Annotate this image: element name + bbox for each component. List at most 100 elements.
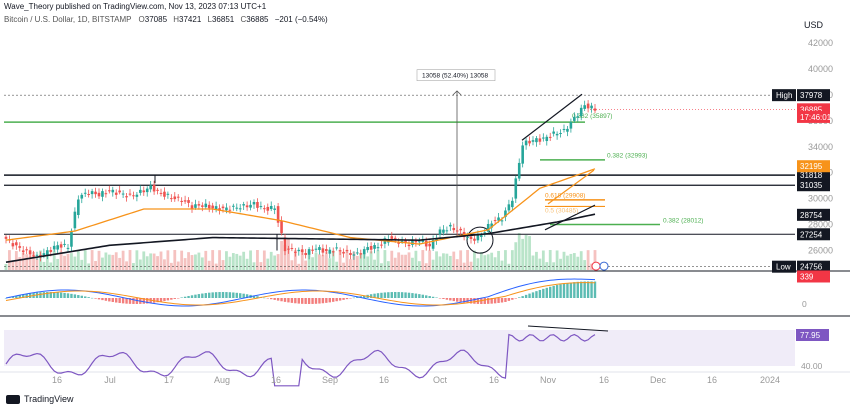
- volume-bar: [362, 253, 366, 270]
- volume-bar: [197, 252, 201, 270]
- price-tag: 27254: [800, 230, 823, 239]
- candle-body: [473, 238, 476, 241]
- macd-histogram-bar: [524, 294, 528, 298]
- time-tick: Sep: [322, 375, 338, 385]
- price-tag-bg: [797, 89, 830, 102]
- volume-bar: [18, 257, 22, 270]
- volume-bar: [163, 259, 166, 270]
- macd-histogram-bar: [90, 297, 94, 299]
- volume-bar: [338, 250, 342, 270]
- macd-histogram-bar: [118, 298, 121, 303]
- candle-body: [221, 206, 225, 209]
- macd-histogram-bar: [270, 298, 273, 300]
- candle-body: [307, 249, 311, 255]
- macd-histogram-bar: [497, 298, 500, 303]
- macd-histogram-bar: [390, 292, 393, 298]
- candle-body: [276, 206, 280, 223]
- macd-histogram-bar: [25, 293, 28, 298]
- candle-body: [228, 209, 232, 211]
- price-tag: 339: [800, 272, 814, 281]
- macd-histogram-bar: [73, 294, 77, 298]
- candle-body: [590, 105, 593, 109]
- volume-bar: [183, 258, 187, 270]
- open-label: O: [138, 15, 145, 24]
- macd-histogram-bar: [232, 292, 235, 298]
- volume-bar: [304, 260, 308, 270]
- candle-body: [201, 205, 204, 207]
- candle-body: [576, 116, 580, 118]
- candle-body: [514, 178, 518, 199]
- macd-histogram-bar: [84, 296, 87, 298]
- volume-bar: [169, 262, 173, 270]
- candle-body: [125, 196, 128, 198]
- macd-histogram-bar: [63, 292, 66, 298]
- candle-body: [73, 211, 77, 229]
- candle-body: [11, 243, 15, 247]
- volume-bar: [300, 250, 304, 270]
- volume-bar: [476, 258, 480, 270]
- volume-bar: [42, 261, 46, 270]
- macd-histogram-bar: [301, 298, 304, 304]
- macd-histogram-bar: [177, 298, 180, 299]
- macd-histogram-bar: [159, 298, 163, 302]
- macd-histogram-bar: [42, 292, 46, 298]
- macd-histogram-bar: [507, 298, 511, 301]
- candle-body: [535, 138, 538, 143]
- tradingview-logo-icon: [6, 394, 20, 404]
- candle-body: [376, 247, 380, 249]
- volume-bar: [256, 250, 259, 270]
- volume-bar: [287, 239, 290, 270]
- macd-histogram-bar: [214, 292, 218, 298]
- candle-body: [555, 133, 559, 136]
- volume-bar: [221, 260, 225, 270]
- macd-histogram-bar: [287, 298, 290, 303]
- candle-body: [390, 236, 394, 239]
- volume-bar: [352, 251, 356, 270]
- volume-bar: [59, 251, 63, 270]
- candle-body: [35, 254, 39, 256]
- footer-brand[interactable]: TradingView: [6, 394, 74, 404]
- macd-histogram-bar: [211, 292, 214, 298]
- candle-body: [335, 247, 338, 249]
- ema200-trend: [544, 204, 596, 231]
- macd-histogram-bar: [307, 298, 311, 304]
- macd-histogram-bar: [511, 298, 514, 300]
- candle-body: [407, 244, 411, 247]
- volume-bar: [462, 262, 466, 270]
- fib-label-hidden: 0.5 (30485): [545, 207, 578, 214]
- macd-histogram-bar: [239, 293, 242, 298]
- candle-body: [466, 236, 469, 238]
- macd-histogram-bar: [135, 298, 139, 304]
- macd-histogram-bar: [59, 292, 63, 298]
- candle-body: [531, 140, 535, 142]
- channel-upper: [521, 93, 583, 141]
- macd-histogram-bar: [101, 298, 104, 301]
- volume-bar: [149, 253, 153, 270]
- close-value: 36885: [246, 15, 269, 24]
- candle-body: [397, 242, 400, 244]
- candle-body: [490, 223, 493, 228]
- high-label: H: [173, 15, 180, 24]
- macd-histogram-bar: [325, 298, 328, 303]
- price-tick: 34000: [808, 142, 833, 152]
- candle-body: [500, 220, 504, 222]
- volume-bar: [145, 256, 149, 270]
- macd-histogram-bar: [128, 298, 132, 304]
- rsi-tick: 40.00: [801, 361, 823, 371]
- volume-bar: [393, 257, 397, 270]
- time-tick: Nov: [540, 375, 557, 385]
- macd-histogram-bar: [414, 293, 418, 298]
- volume-bar: [483, 255, 487, 270]
- macd-histogram-bar: [146, 298, 149, 304]
- macd-histogram-bar: [18, 295, 21, 298]
- crossover-circle: [466, 226, 494, 254]
- macd-histogram-bar: [383, 292, 387, 298]
- volume-bar: [90, 250, 94, 270]
- macd-histogram-bar: [132, 298, 135, 304]
- time-tick: Jul: [104, 375, 116, 385]
- macd-histogram-bar: [518, 297, 521, 298]
- macd-histogram-bar: [170, 298, 173, 300]
- macd-histogram-bar: [56, 292, 59, 298]
- macd-histogram-bar: [166, 298, 170, 301]
